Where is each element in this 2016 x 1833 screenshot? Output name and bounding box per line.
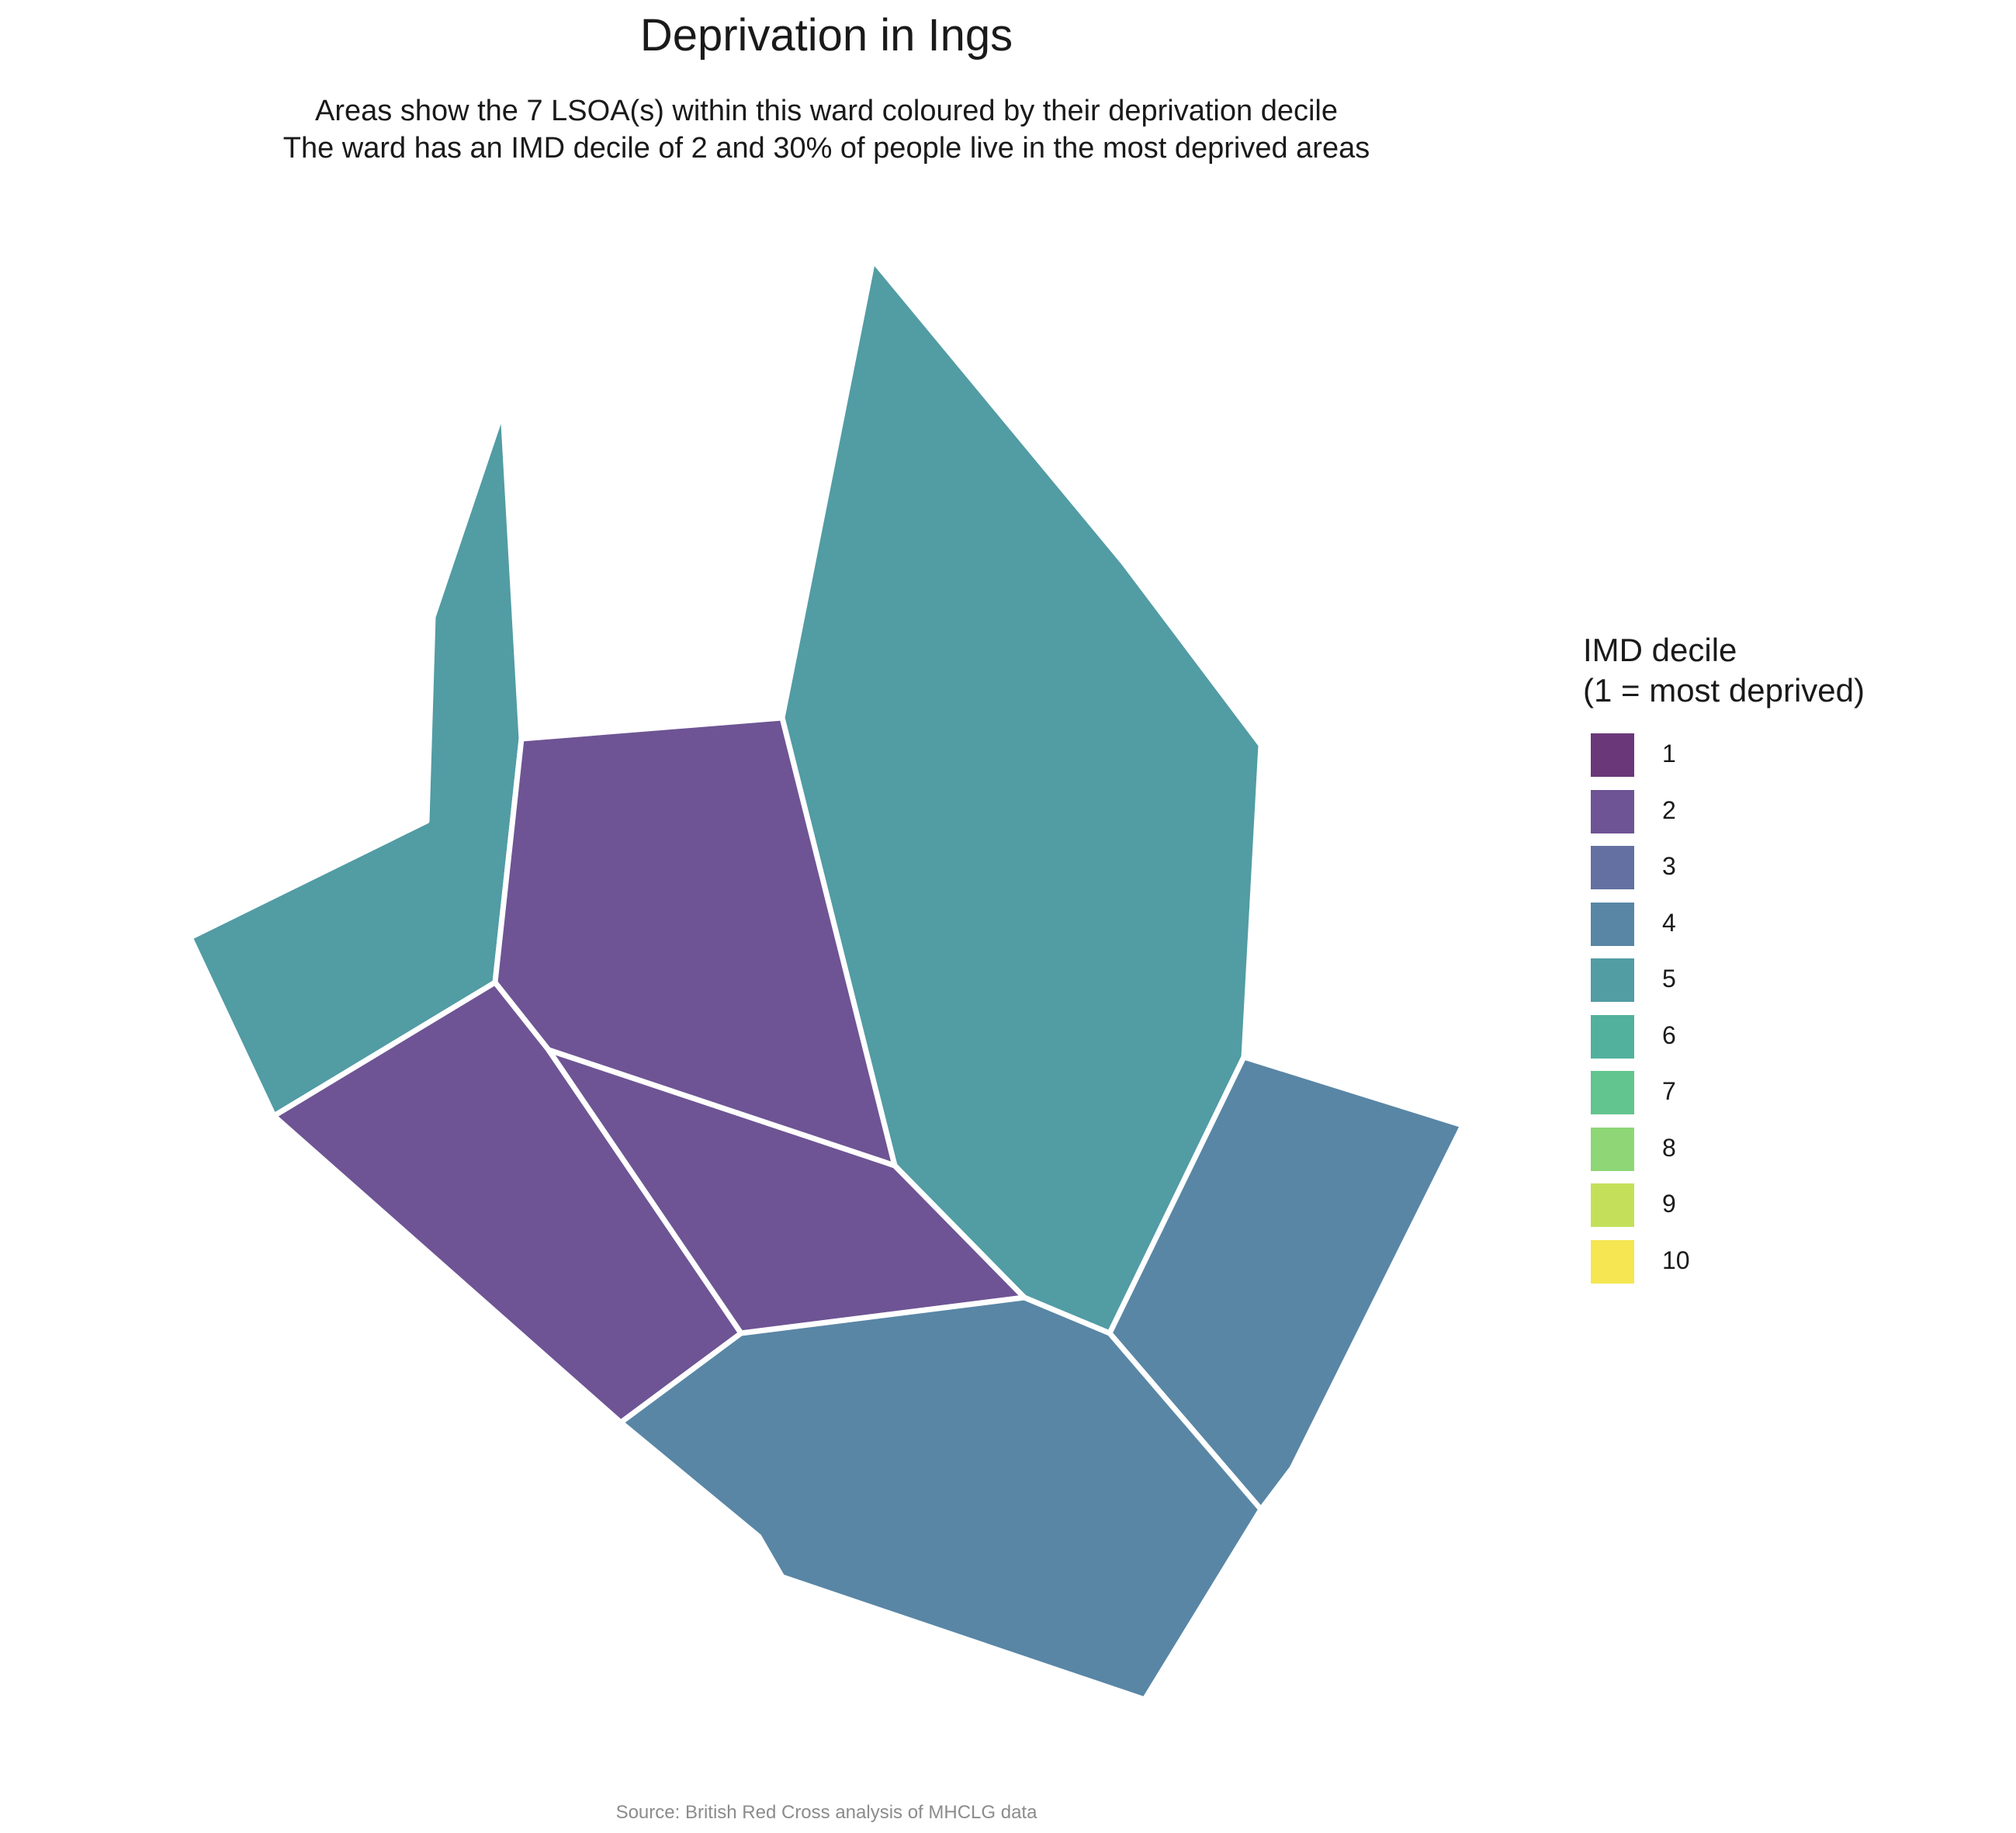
legend-label: 6 — [1662, 1020, 1676, 1049]
legend-swatch — [1591, 1071, 1634, 1114]
legend-swatch — [1591, 1239, 1634, 1284]
legend: IMD decile (1 = most deprived) 1 2 3 4 5 6 7 8 9… — [1583, 630, 1865, 1284]
legend-label: 10 — [1662, 1246, 1690, 1274]
legend-swatch — [1591, 733, 1634, 777]
legend-swatch — [1591, 958, 1634, 1002]
legend-label: 8 — [1662, 1133, 1676, 1162]
legend-swatch — [1591, 1183, 1634, 1227]
chart-subtitle-line-1: Areas show the 7 LSOA(s) within this war… — [315, 95, 1338, 127]
legend-swatch — [1591, 1014, 1634, 1059]
legend-title: IMD decile (1 = most deprived) — [1583, 632, 1865, 709]
legend-label: 1 — [1662, 740, 1676, 768]
legend-label: 5 — [1662, 965, 1676, 993]
legend-swatch — [1591, 1127, 1634, 1171]
legend-swatch — [1591, 789, 1634, 833]
lsoa-east[interactable] — [1107, 1054, 1466, 1512]
legend-label: 9 — [1662, 1190, 1676, 1218]
chart-title: Deprivation in Ings — [639, 10, 1013, 61]
legend-label: 7 — [1662, 1077, 1676, 1105]
chart-subtitle-line-2: The ward has an IMD decile of 2 and 30% … — [282, 132, 1370, 165]
lsoa-south[interactable] — [618, 1294, 1264, 1703]
legend-swatch — [1591, 902, 1634, 946]
legend-label: 3 — [1662, 852, 1676, 880]
source-caption: Source: British Red Cross analysis of MH… — [615, 1802, 1037, 1823]
legend-label: 4 — [1662, 908, 1676, 937]
legend-swatch — [1591, 846, 1634, 889]
legend-label: 2 — [1662, 795, 1676, 824]
